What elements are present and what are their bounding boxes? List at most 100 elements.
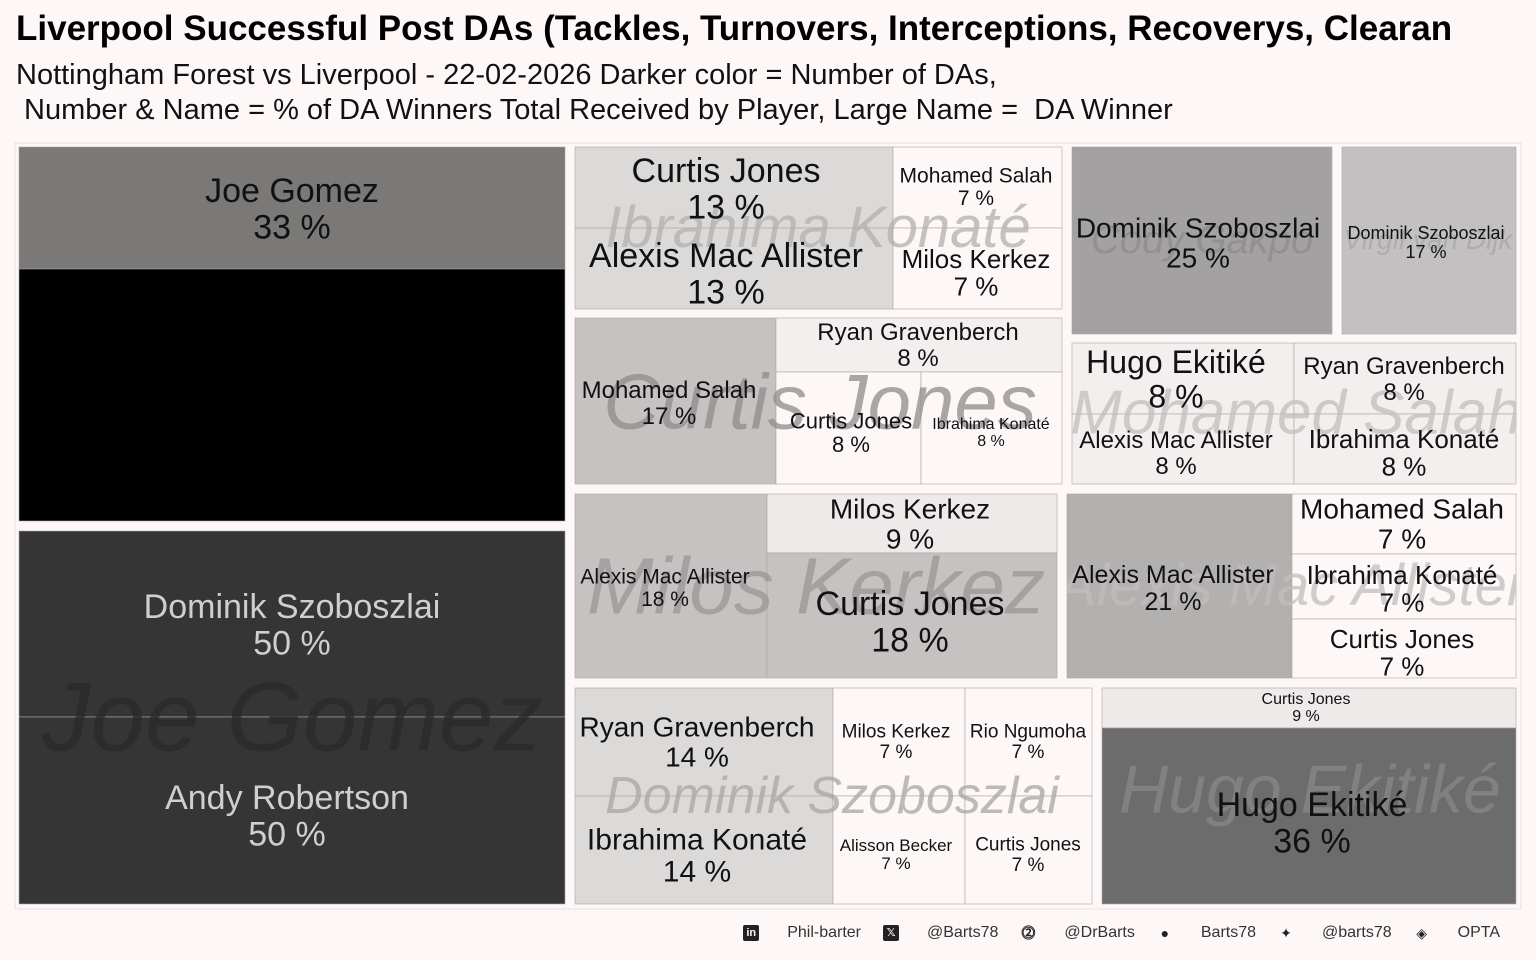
plot-frame [14, 142, 1522, 910]
chart-subtitle: Nottingham Forest vs Liverpool - 22-02-2… [16, 59, 1173, 126]
tile-name-label: Ryan Gravenberch [817, 319, 1018, 346]
tile-name-label: Mohamed Salah [582, 377, 757, 404]
tile-mohamed-salah-hugo-ekitike-0[interactable] [1071, 342, 1295, 415]
tile-value-label: 18 % [871, 621, 949, 659]
treemap-tiles [18, 146, 1517, 905]
tile-value-label: 36 % [1273, 822, 1351, 860]
tile-value-label: 8 % [1382, 452, 1427, 482]
tile-name-label: Mohamed Salah [1300, 494, 1504, 525]
tile-name-label: Ibrahima Konaté [1307, 560, 1498, 590]
tile-dominik-szoboszlai-milos-kerkez-2[interactable] [832, 687, 966, 797]
tile-name-label: Alexis Mac Allister [580, 565, 749, 588]
winner-label-ibrahima-konate: Ibrahima Konaté [605, 195, 1031, 260]
tile-name-label: Curtis Jones [790, 408, 912, 433]
winner-label-dominik-szoboszlai: Dominik Szoboszlai [605, 767, 1060, 825]
winner-label-alexis-mac-allister: Alexis Mac Allister [1055, 553, 1529, 618]
winner-label-milos-kerkez: Milos Kerkez [587, 541, 1045, 630]
tile-value-label: 13 % [687, 188, 765, 226]
tile-joe-gomez-blank-1[interactable] [18, 268, 566, 522]
tile-name-label: Hugo Ekitiké [1217, 786, 1408, 824]
tile-value-label: 50 % [253, 624, 331, 662]
x-icon[interactable]: 𝕏 [883, 925, 900, 941]
tile-alexis-mac-allister-mohamed-salah-1[interactable] [1291, 493, 1517, 555]
tile-mohamed-salah-ibrahima-konate-3[interactable] [1293, 413, 1517, 485]
tile-milos-kerkez-alexis-mac-allister-0[interactable] [574, 493, 768, 679]
linkedin-icon[interactable]: in [743, 925, 760, 941]
bluesky-icon[interactable]: ✦ [1280, 925, 1292, 941]
tile-value-label: 21 % [1145, 588, 1202, 616]
tile-value-label: 8 % [1148, 378, 1203, 414]
footer-linkedin-text: Phil-barter [787, 924, 862, 941]
tile-value-label: 7 % [880, 742, 913, 763]
tile-value-label: 7 % [1380, 588, 1425, 618]
tile-value-label: 8 % [1383, 379, 1424, 406]
tile-value-label: 7 % [1012, 742, 1045, 763]
dropbox-icon[interactable]: ◈ [1416, 925, 1428, 941]
tile-name-label: Joe Gomez [205, 172, 379, 210]
tile-ibrahima-konate-milos-kerkez-3[interactable] [892, 227, 1063, 310]
tile-dominik-szoboszlai-curtis-jones-5[interactable] [964, 795, 1093, 905]
tile-value-label: 7 % [1012, 855, 1045, 876]
tile-ibrahima-konate-curtis-jones-0[interactable] [574, 146, 894, 229]
mastodon-icon[interactable]: ⓶ [1021, 925, 1036, 941]
winner-label-mohamed-salah: Mohamed Salah [1070, 378, 1522, 447]
tile-value-label: 7 % [881, 854, 910, 873]
tile-value-label: 17 % [642, 403, 697, 430]
tile-mohamed-salah-ryan-gravenberch-1[interactable] [1293, 342, 1517, 415]
tile-hugo-ekitike-hugo-ekitike-1[interactable] [1101, 727, 1517, 905]
tile-name-label: Ibrahima Konaté [587, 823, 807, 856]
tile-name-label: Curtis Jones [816, 585, 1005, 623]
tile-name-label: Alexis Mac Allister [1079, 427, 1272, 454]
tile-name-label: Dominik Szoboszlai [1076, 213, 1320, 244]
tile-value-label: 7 % [954, 272, 999, 302]
footer-bluesky-text: @barts78 [1322, 924, 1392, 941]
winner-label-hugo-ekitike: Hugo Ekitiké [1119, 751, 1501, 827]
tile-ibrahima-konate-alexis-mac-allister-1[interactable] [574, 227, 894, 310]
tile-joe-gomez-dominik-szoboszlai-2[interactable] [18, 530, 566, 718]
tile-cody-gakpo-dominik-szoboszlai-0[interactable] [1071, 146, 1333, 335]
tile-name-label: Mohamed Salah [900, 164, 1053, 187]
tile-joe-gomez-joe-gomez-0[interactable] [18, 146, 566, 270]
tile-curtis-jones-mohamed-salah-0[interactable] [574, 317, 777, 485]
tile-ibrahima-konate-mohamed-salah-2[interactable] [892, 146, 1063, 229]
tile-name-label: Curtis Jones [1262, 691, 1351, 708]
tile-value-label: 18 % [641, 588, 689, 611]
tile-dominik-szoboszlai-alisson-becker-4[interactable] [832, 795, 966, 905]
tile-name-label: Hugo Ekitiké [1086, 344, 1266, 380]
tile-mohamed-salah-alexis-mac-allister-2[interactable] [1071, 413, 1295, 485]
tile-value-label: 7 % [1378, 524, 1426, 555]
tile-value-label: 8 % [1155, 453, 1196, 480]
tile-alexis-mac-allister-curtis-jones-3[interactable] [1291, 618, 1517, 679]
tile-name-label: Rio Ngumoha [970, 722, 1087, 743]
tile-alexis-mac-allister-ibrahima-konate-2[interactable] [1291, 553, 1517, 620]
tile-milos-kerkez-milos-kerkez-1[interactable] [766, 493, 1058, 554]
tile-dominik-szoboszlai-ibrahima-konate-1[interactable] [574, 795, 834, 905]
tile-name-label: Alisson Becker [840, 836, 953, 855]
tile-curtis-jones-curtis-jones-2[interactable] [775, 371, 922, 485]
tile-hugo-ekitike-curtis-jones-0[interactable] [1101, 687, 1517, 729]
tile-name-label: Curtis Jones [632, 152, 821, 190]
winner-label-curtis-jones: Curtis Jones [603, 358, 1037, 446]
footer-x-text: @Barts78 [927, 924, 999, 941]
footer-dropbox-text: OPTA [1457, 924, 1500, 941]
tile-name-label: Curtis Jones [975, 835, 1081, 856]
tile-value-label: 8 % [977, 433, 1005, 450]
tile-name-label: Alexis Mac Allister [1072, 561, 1273, 589]
tile-value-label: 7 % [958, 187, 994, 210]
winner-labels: Joe Gomez Ibrahima Konaté Cody Gakpo Virgil… [40, 195, 1529, 827]
winner-label-cody-gakpo: Cody Gakpo [1091, 218, 1313, 262]
tile-milos-kerkez-curtis-jones-2[interactable] [766, 552, 1058, 679]
tile-curtis-jones-ryan-gravenberch-1[interactable] [775, 317, 1063, 373]
tile-dominik-szoboszlai-rio-ngumoha-3[interactable] [964, 687, 1093, 797]
tile-curtis-jones-ibrahima-konate-3[interactable] [920, 371, 1063, 485]
tile-name-label: Alexis Mac Allister [589, 237, 863, 275]
tile-name-label: Ryan Gravenberch [579, 712, 814, 743]
github-icon[interactable]: ● [1160, 925, 1170, 941]
tile-value-label: 17 % [1405, 242, 1446, 262]
tile-joe-gomez-andy-robertson-3[interactable] [18, 716, 566, 905]
tile-name-label: Milos Kerkez [902, 244, 1051, 274]
tile-name-label: Ibrahima Konaté [1309, 424, 1500, 454]
tile-virgil-van-dijk-dominik-szoboszlai-0[interactable] [1341, 146, 1517, 335]
